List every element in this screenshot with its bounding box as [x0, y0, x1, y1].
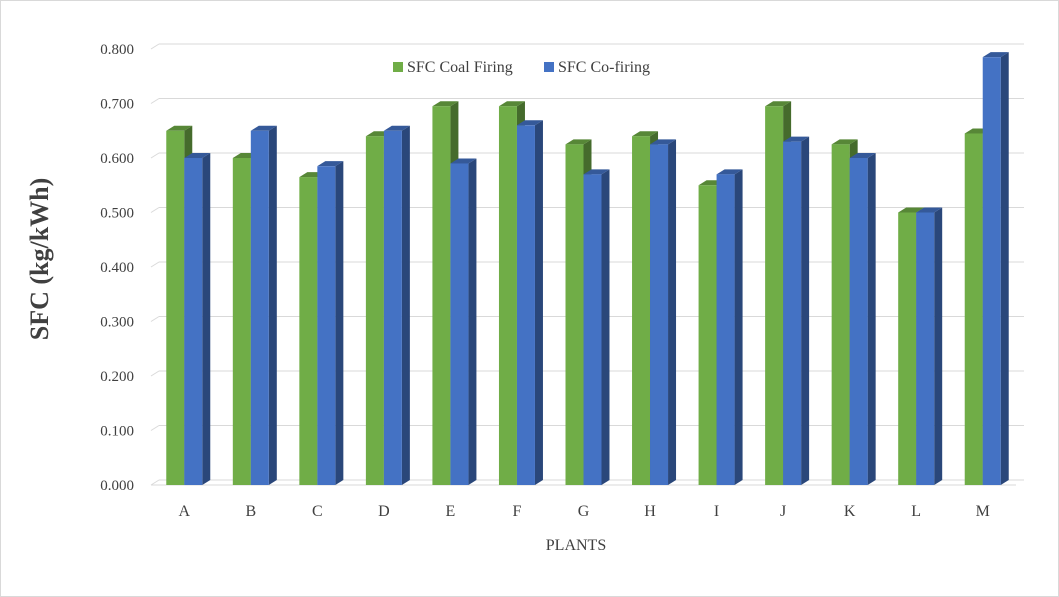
legend: SFC Coal Firing SFC Co-firing: [393, 59, 650, 76]
bars: [166, 52, 1009, 486]
bar-m-co-firing: [982, 52, 1009, 486]
x-tick-label: K: [844, 503, 856, 520]
y-axis-ticks: 0.000 0.100 0.200 0.300 0.400 0.500 0.600 0.700…: [100, 42, 134, 494]
legend-label-coal-firing: SFC Coal Firing: [407, 59, 513, 76]
x-tick-label: M: [976, 503, 990, 520]
y-tick-label: 0.200: [100, 369, 134, 385]
bar-a-co-firing: [184, 153, 211, 485]
y-tick-label: 0.000: [100, 478, 134, 494]
x-tick-label: H: [644, 503, 656, 520]
x-tick-label: A: [178, 503, 190, 520]
x-tick-label: B: [245, 503, 256, 520]
gridline-depth: [150, 479, 160, 486]
gridline-depth: [150, 425, 160, 431]
y-axis-title: SFC (kg/kWh): [25, 178, 54, 341]
y-tick-label: 0.600: [100, 151, 134, 167]
gridline-depth: [150, 43, 160, 50]
y-tick-label: 0.300: [100, 315, 134, 331]
y-tick-label: 0.700: [100, 97, 134, 113]
x-tick-label: G: [578, 503, 590, 520]
x-axis-title: PLANTS: [546, 537, 606, 554]
gridline-depth: [150, 152, 160, 159]
y-tick-label: 0.500: [100, 206, 134, 222]
bar-k-co-firing: [849, 153, 876, 485]
bar-f-co-firing: [516, 120, 543, 486]
x-tick-label: C: [312, 503, 323, 520]
gridline-depth: [150, 370, 160, 377]
x-tick-label: D: [378, 503, 390, 520]
bar-g-co-firing: [583, 169, 610, 485]
x-tick-label: I: [714, 503, 719, 520]
bar-i-co-firing: [716, 169, 743, 485]
y-tick-label: 0.800: [100, 42, 134, 58]
x-tick-label: J: [780, 503, 786, 520]
legend-swatch-coal-firing: [393, 62, 403, 72]
bar-b-co-firing: [250, 125, 277, 485]
legend-label-co-firing: SFC Co-firing: [558, 59, 650, 76]
bar-l-co-firing: [916, 207, 943, 485]
legend-swatch-co-firing: [544, 62, 554, 72]
gridline-depth: [150, 261, 160, 268]
y-tick-label: 0.100: [100, 424, 134, 440]
y-tick-label: 0.400: [100, 260, 134, 276]
bar-j-co-firing: [783, 136, 810, 485]
bar-e-co-firing: [450, 158, 477, 485]
bar-c-co-firing: [317, 161, 344, 486]
gridline-depth: [150, 207, 160, 213]
gridline-depth: [150, 316, 160, 322]
bar-h-co-firing: [650, 139, 677, 485]
x-tick-label: E: [446, 503, 456, 520]
x-axis-ticks: A B C D E F G H I J K L M: [178, 503, 989, 520]
bar-d-co-firing: [383, 125, 410, 485]
gridline-depth: [150, 98, 160, 104]
x-tick-label: F: [513, 503, 522, 520]
x-tick-label: L: [911, 503, 921, 520]
